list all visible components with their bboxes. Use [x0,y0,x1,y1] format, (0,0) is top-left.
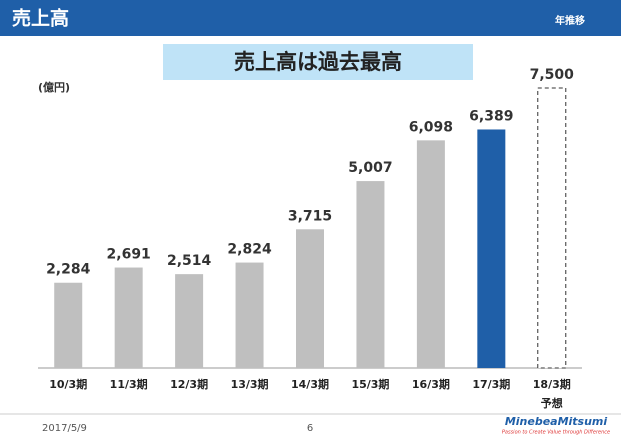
value-label: 5,007 [348,160,392,176]
value-label: 2,824 [227,242,272,258]
x-tick-label: 17/3期 [472,377,510,391]
bar [296,229,324,368]
page-number: 6 [307,423,313,434]
bar [54,282,83,368]
chart-title: 売上高は過去最高 [234,50,402,74]
bar [356,181,385,368]
bar [477,129,506,368]
bar [235,262,264,368]
bar [114,267,143,368]
value-label: 2,514 [167,253,212,269]
value-label: 7,500 [530,67,575,83]
logo: MinebeaMitsumi [505,415,608,428]
footer-date: 2017/5/9 [42,423,87,434]
x-tick-label: 12/3期 [170,377,208,391]
bar [416,140,445,368]
x-tick-sublabel: 予想 [541,396,563,410]
header-note: 年推移 [555,14,585,27]
value-label: 6,098 [409,119,453,135]
value-label: 2,284 [46,262,91,278]
x-tick-label: 18/3期 [533,377,571,391]
header-bar [0,0,621,36]
x-tick-label: 10/3期 [49,377,87,391]
x-tick-label: 13/3期 [231,377,269,391]
x-tick-label: 15/3期 [351,377,389,391]
x-tick-label: 11/3期 [110,377,148,391]
tagline: Passion to Create Value through Differen… [502,430,610,436]
bar [175,274,204,368]
bar [537,87,567,369]
unit-label: (億円) [38,80,70,94]
header-title: 売上高 [12,7,69,30]
title-banner [163,44,473,80]
x-tick-label: 14/3期 [291,377,329,391]
value-label: 3,715 [288,208,332,224]
value-label: 2,691 [107,247,151,263]
value-label: 6,389 [469,108,513,124]
x-tick-label: 16/3期 [412,377,450,391]
